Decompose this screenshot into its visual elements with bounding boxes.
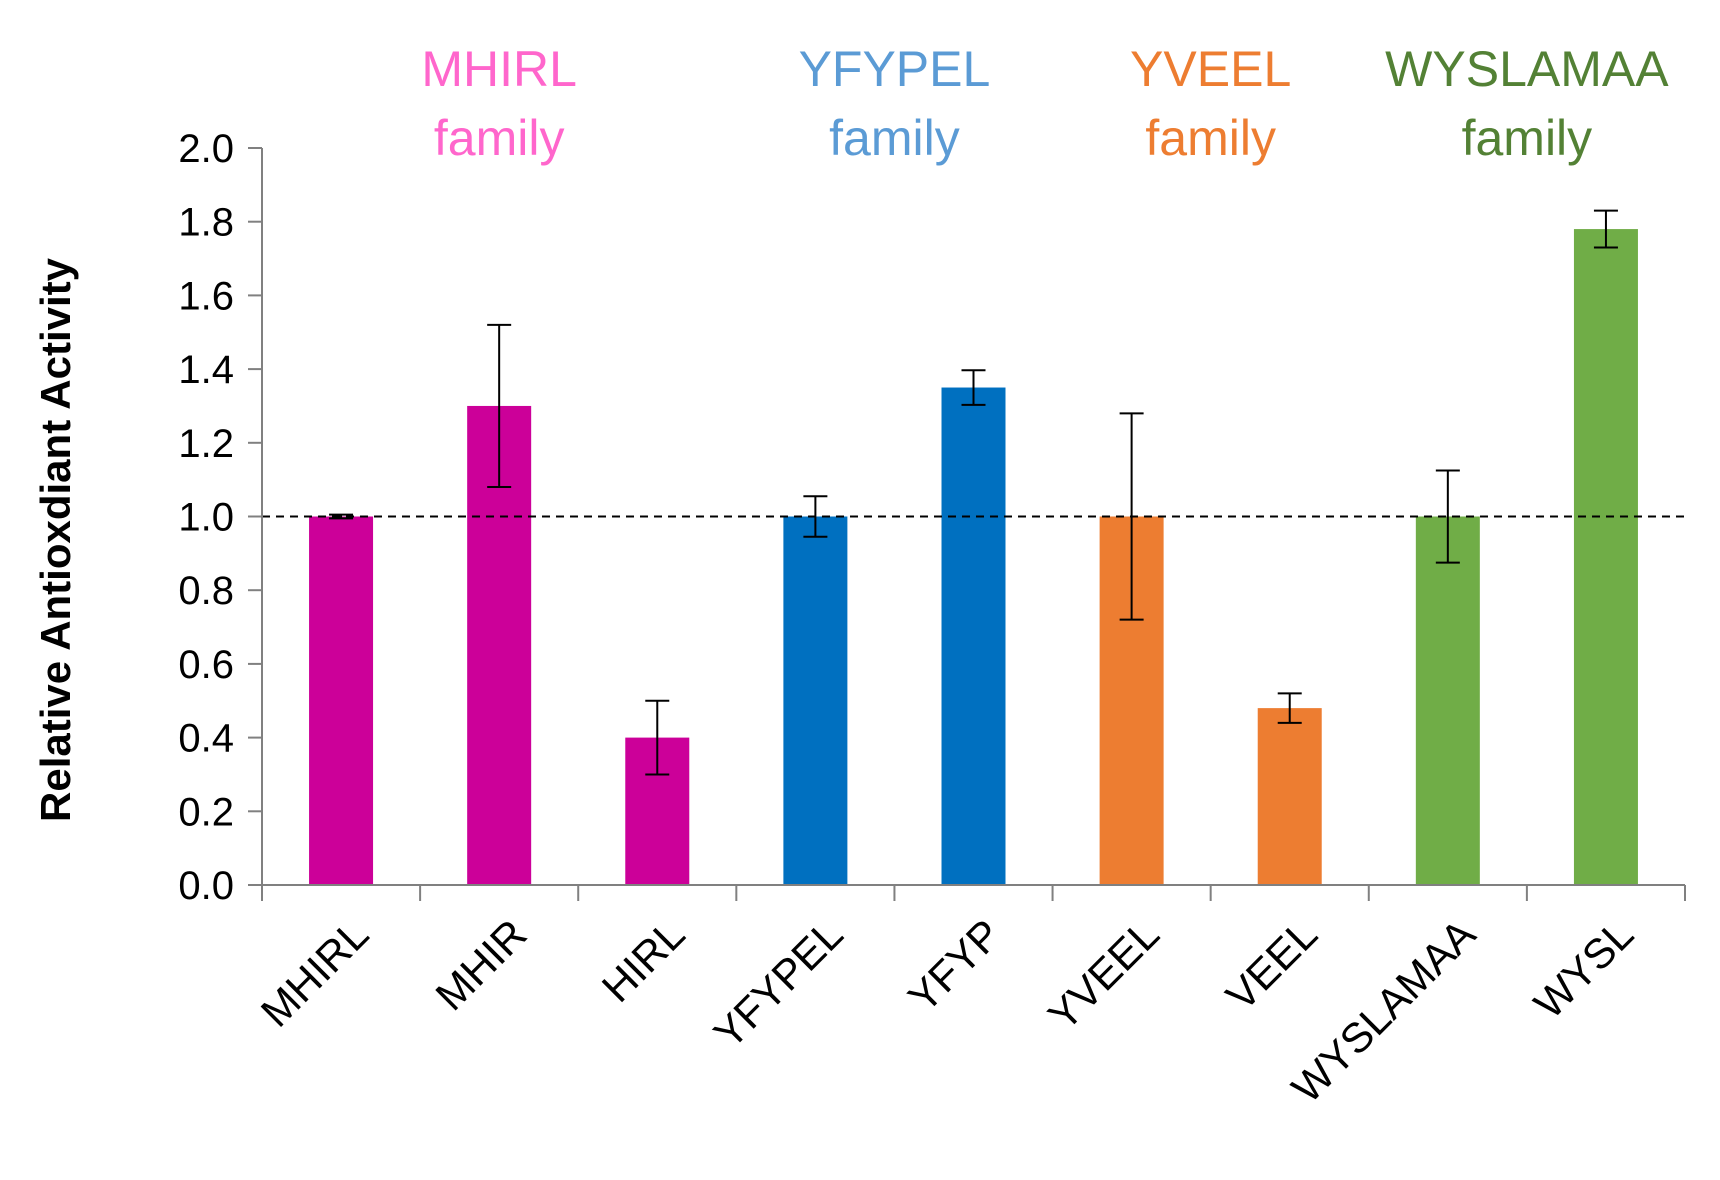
y-tick-label: 0.2 <box>178 790 234 834</box>
y-tick-label: 1.2 <box>178 422 234 466</box>
bar-yfypel <box>783 516 848 885</box>
bar-mhirl <box>309 516 374 885</box>
x-tick-label: VEEL <box>1217 910 1326 1019</box>
y-tick-label: 0.0 <box>178 864 234 908</box>
family-label-name: WYSLAMAA <box>1385 41 1669 97</box>
family-label-suffix: family <box>1462 110 1593 166</box>
y-tick-label: 1.4 <box>178 348 234 392</box>
x-tick-label: YFYPEL <box>705 910 852 1057</box>
bar-yfyp <box>941 387 1006 885</box>
family-label-name: YVEEL <box>1130 41 1291 97</box>
x-tick-label: WYSL <box>1525 910 1642 1027</box>
x-tick-label: HIRL <box>593 910 694 1011</box>
x-tick-label: YFYP <box>899 910 1010 1021</box>
family-label-name: MHIRL <box>421 41 577 97</box>
y-tick-label: 1.6 <box>178 274 234 318</box>
family-label-suffix: family <box>1145 110 1276 166</box>
family-label-suffix: family <box>434 110 565 166</box>
x-tick-label: YVEEL <box>1039 910 1168 1039</box>
y-tick-label: 2.0 <box>178 127 234 171</box>
family-label-suffix: family <box>829 110 960 166</box>
x-tick-label: MHIRL <box>252 910 378 1036</box>
x-tick-label: MHIR <box>426 910 535 1019</box>
y-tick-label: 1.0 <box>178 496 234 540</box>
bar-wysl <box>1573 229 1638 885</box>
y-tick-label: 1.8 <box>178 201 234 245</box>
y-tick-label: 0.4 <box>178 717 234 761</box>
family-label-name: YFYPEL <box>799 41 991 97</box>
bar-veel <box>1257 708 1322 885</box>
y-axis-label: Relative Antioxdiant Activity <box>32 257 79 822</box>
y-tick-label: 0.6 <box>178 643 234 687</box>
y-tick-label: 0.8 <box>178 569 234 613</box>
bar-wyslamaa <box>1415 516 1480 885</box>
